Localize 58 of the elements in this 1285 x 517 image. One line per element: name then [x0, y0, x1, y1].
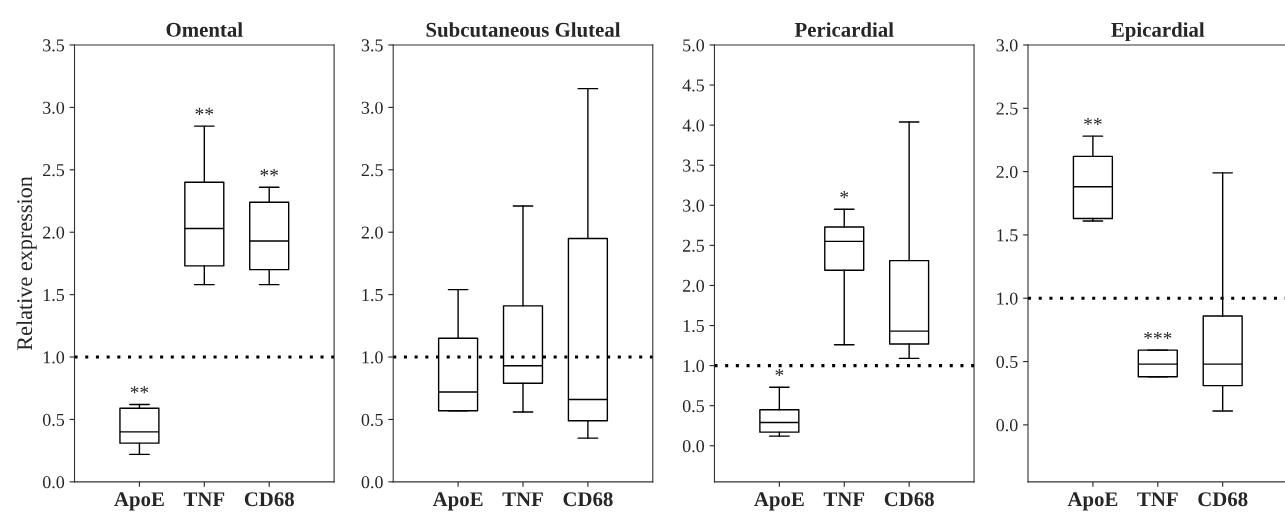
y-tick-label: 2.5: [43, 164, 65, 177]
chart-title: Omental: [166, 22, 243, 37]
x-tick-label: ApoE: [1067, 492, 1118, 511]
y-tick-label: 1.0: [997, 292, 1018, 305]
y-tick-label: 3.0: [361, 101, 383, 114]
y-tick-label: 0.5: [682, 399, 705, 413]
y-tick-label: 1.5: [362, 288, 383, 302]
y-tick-label: 3.0: [996, 39, 1018, 52]
y-tick-label: 3.0: [683, 199, 705, 212]
y-tick-label: 0.0: [996, 419, 1018, 432]
y-tick-label: 1.0: [43, 351, 65, 364]
y-tick-label: 4.5: [682, 79, 705, 92]
y-tick-label: 2.5: [361, 164, 383, 177]
x-tick-label: CD68: [244, 492, 294, 507]
annotation: *: [775, 368, 784, 377]
x-tick-label: ApoE: [754, 492, 804, 511]
y-tick-label: 0.5: [996, 355, 1018, 369]
y-tick-label: 2.0: [682, 279, 705, 292]
y-tick-label: 1.0: [362, 351, 383, 364]
y-tick-label: 2.5: [996, 102, 1018, 115]
y-tick-label: 1.5: [683, 319, 705, 333]
annotation: **: [1084, 117, 1102, 126]
annotation: *: [840, 191, 849, 199]
chart-title: Epicardial: [1111, 22, 1205, 42]
y-tick-label: 1.5: [997, 229, 1018, 242]
annotation: ***: [1144, 331, 1172, 340]
y-tick-label: 2.5: [682, 239, 705, 252]
y-tick-label: 2.0: [996, 165, 1018, 179]
y-tick-label: 4.0: [682, 119, 705, 132]
x-tick-label: ApoE: [114, 492, 164, 511]
x-tick-label: CD68: [563, 492, 613, 507]
y-tick-label: 5.0: [683, 39, 705, 52]
y-tick-label: 1.0: [683, 359, 705, 373]
x-tick-label: TNF: [1137, 492, 1178, 507]
y-tick-label: 0.0: [682, 440, 705, 453]
x-tick-label: TNF: [183, 492, 225, 507]
y-tick-label: 0.0: [42, 476, 65, 489]
y-tick-label: 2.0: [361, 226, 383, 239]
y-tick-label: 3.5: [683, 159, 705, 172]
x-tick-label: TNF: [823, 492, 865, 507]
y-tick-label: 2.0: [43, 226, 65, 239]
annotation: **: [260, 169, 278, 177]
x-tick-label: CD68: [884, 492, 934, 507]
annotation: **: [130, 386, 149, 394]
y-tick-label: 0.5: [42, 413, 65, 426]
y-tick-label: 0.5: [361, 413, 383, 426]
y-tick-label: 3.5: [43, 39, 65, 52]
y-tick-label: 0.0: [361, 476, 383, 489]
annotation: **: [195, 107, 214, 115]
y-axis-title: Relative expression: [16, 176, 37, 351]
chart-title: Pericardial: [794, 22, 894, 37]
y-tick-label: 1.5: [43, 288, 65, 302]
y-tick-label: 3.0: [43, 101, 65, 114]
x-tick-label: TNF: [502, 492, 543, 507]
chart-title: Subcutaneous Gluteal: [426, 22, 621, 37]
x-tick-label: CD68: [1198, 492, 1248, 507]
x-tick-label: ApoE: [432, 492, 483, 511]
y-tick-label: 3.5: [361, 39, 383, 52]
